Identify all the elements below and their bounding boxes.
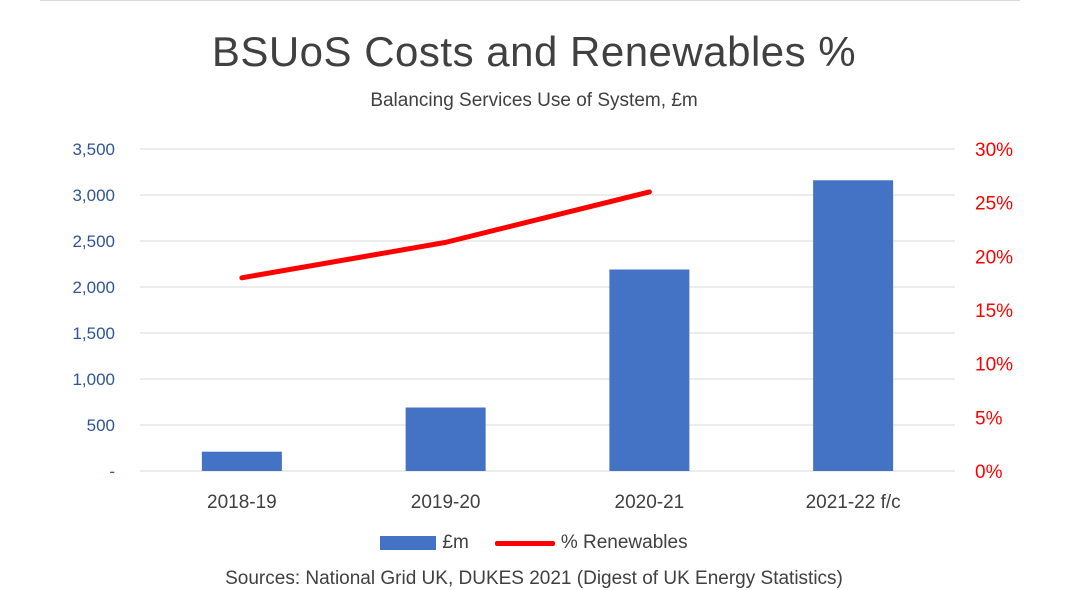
legend-label-line: % Renewables — [560, 532, 688, 553]
y-left-tick-label: 1,500 — [72, 324, 115, 343]
y-left-tick-label: 1,000 — [72, 370, 115, 389]
bar — [813, 180, 894, 471]
legend-bar-swatch — [380, 536, 437, 550]
y-right-tick-label: 25% — [975, 194, 1013, 215]
y-right-tick-label: 5% — [975, 408, 1003, 429]
legend-label-bars: £m — [442, 532, 469, 553]
legend: £m % Renewables — [0, 530, 1068, 556]
x-tick-label: 2018-19 — [207, 492, 277, 513]
y-left-tick-label: 3,500 — [72, 140, 115, 159]
bar — [609, 269, 690, 471]
series-line-renewables — [239, 189, 652, 281]
x-tick-label: 2020-21 — [615, 492, 685, 513]
y-left-tick-label: 2,500 — [72, 232, 115, 251]
chart-subtitle: Balancing Services Use of System, £m — [370, 90, 698, 111]
bar — [405, 407, 486, 471]
chart-title: BSUoS Costs and Renewables % — [211, 28, 857, 75]
legend-item-line: % Renewables — [494, 532, 688, 554]
y-left-tick-label: 3,000 — [72, 186, 115, 205]
legend-line-swatch — [494, 540, 555, 546]
y-left-tick-label: - — [109, 462, 115, 481]
top-border — [40, 0, 1020, 1]
source-note: Sources: National Grid UK, DUKES 2021 (D… — [225, 568, 843, 589]
legend-item-bars: £m — [380, 532, 469, 554]
y-right-tick-label: 15% — [975, 301, 1013, 322]
y-left-tick-label: 2,000 — [72, 278, 115, 297]
y-right-tick-label: 30% — [975, 140, 1013, 161]
bar — [201, 451, 282, 471]
y-left-tick-label: 500 — [87, 416, 115, 435]
x-tick-label: 2021-22 f/c — [806, 492, 901, 513]
x-tick-label: 2019-20 — [411, 492, 481, 513]
y-right-tick-label: 10% — [975, 355, 1013, 376]
y-right-tick-label: 0% — [975, 462, 1003, 483]
y-right-tick-label: 20% — [975, 247, 1013, 268]
